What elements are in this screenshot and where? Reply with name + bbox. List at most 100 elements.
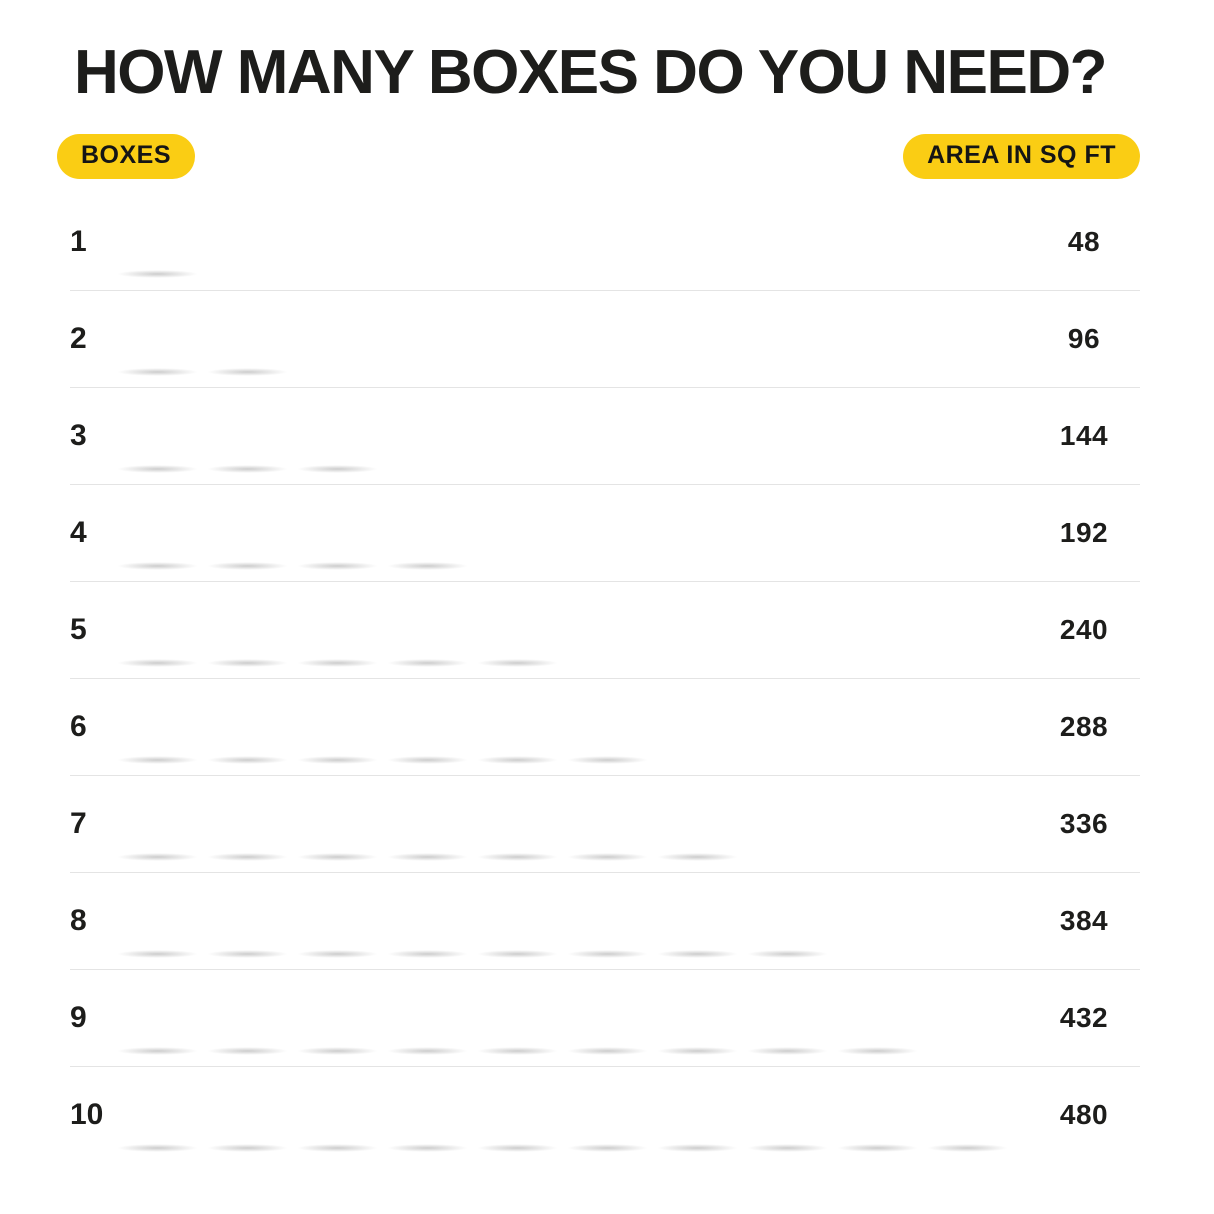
cardboard-box <box>204 405 291 473</box>
box-lid <box>566 890 650 904</box>
cardboard-box <box>744 1084 831 1152</box>
box-lid <box>116 1084 200 1098</box>
box-lid <box>386 502 470 516</box>
box-count-value: 5 <box>70 613 87 646</box>
cardboard-box <box>564 890 651 958</box>
box-count-value: 10 <box>70 1098 104 1131</box>
box-stack <box>114 793 1140 861</box>
box-row: 5 240 <box>70 581 1140 678</box>
cardboard-box <box>384 890 471 958</box>
cardboard-box <box>564 793 651 861</box>
box-stack <box>114 210 1140 278</box>
box-lid <box>386 890 470 904</box>
box-lid <box>656 890 740 904</box>
box-lid <box>746 890 830 904</box>
cardboard-box <box>114 890 201 958</box>
cardboard-box <box>114 1084 201 1152</box>
cardboard-box <box>204 987 291 1055</box>
box-lid <box>566 793 650 807</box>
box-lid <box>476 793 560 807</box>
cardboard-box <box>114 696 201 764</box>
box-lid <box>206 405 290 419</box>
cardboard-box <box>114 405 201 473</box>
box-lid <box>476 890 560 904</box>
area-sqft-value: 192 <box>1059 517 1109 548</box>
box-lid <box>116 793 200 807</box>
box-count-value: 8 <box>70 904 87 937</box>
box-stack <box>114 1084 1140 1152</box>
cardboard-box <box>564 987 651 1055</box>
box-count-value: 7 <box>70 807 87 840</box>
box-lid <box>386 599 470 613</box>
box-lid <box>386 793 470 807</box>
cardboard-box <box>294 696 381 764</box>
cardboard-box <box>474 696 561 764</box>
box-stack <box>114 502 1140 570</box>
box-row: 6 288 <box>70 678 1140 775</box>
box-lid <box>476 696 560 710</box>
cardboard-box <box>294 793 381 861</box>
cardboard-box <box>114 502 201 570</box>
cardboard-box <box>204 1084 291 1152</box>
box-row: 3 144 <box>70 387 1140 484</box>
box-lid <box>116 599 200 613</box>
cardboard-box <box>114 793 201 861</box>
cardboard-box <box>204 793 291 861</box>
cardboard-box <box>654 987 741 1055</box>
cardboard-box <box>384 696 471 764</box>
cardboard-box <box>114 599 201 667</box>
cardboard-box <box>204 890 291 958</box>
box-lid <box>206 987 290 1001</box>
cardboard-box <box>114 987 201 1055</box>
area-sqft-value: 144 <box>1059 420 1109 451</box>
box-lid <box>656 793 740 807</box>
box-lid <box>206 793 290 807</box>
box-lid <box>116 696 200 710</box>
box-row: 2 96 <box>70 290 1140 387</box>
box-lid <box>116 210 200 224</box>
box-lid <box>566 987 650 1001</box>
box-lid <box>386 987 470 1001</box>
box-count-value: 1 <box>70 224 87 258</box>
box-row: 9 432 <box>70 969 1140 1066</box>
box-lid <box>476 599 560 613</box>
cardboard-box <box>474 890 561 958</box>
cardboard-box <box>564 696 651 764</box>
box-lid <box>206 599 290 613</box>
box-row: 4 192 <box>70 484 1140 581</box>
cardboard-box <box>294 405 381 473</box>
cardboard-box <box>384 599 471 667</box>
box-count-value: 6 <box>70 710 87 743</box>
box-lid <box>206 502 290 516</box>
area-sqft-value: 48 <box>1067 225 1101 257</box>
box-lid <box>296 987 380 1001</box>
box-lid <box>836 1084 920 1098</box>
cardboard-box <box>564 1084 651 1152</box>
box-count-value: 2 <box>70 322 87 355</box>
area-sqft-value: 288 <box>1059 711 1109 742</box>
cardboard-box <box>384 502 471 570</box>
box-lid <box>926 1084 1010 1098</box>
legend-row: BOXES AREA IN SQ FT <box>57 134 1140 179</box>
cardboard-box <box>924 1084 1011 1152</box>
area-badge: AREA IN SQ FT <box>903 134 1140 179</box>
area-sqft-value: 384 <box>1059 905 1109 936</box>
cardboard-box <box>384 987 471 1055</box>
box-lid <box>476 987 560 1001</box>
area-sqft-value: 336 <box>1059 808 1109 839</box>
box-stack <box>114 405 1140 473</box>
cardboard-box <box>474 987 561 1055</box>
box-stack <box>114 696 1140 764</box>
box-row: 1 48 <box>70 193 1140 290</box>
cardboard-box <box>204 696 291 764</box>
box-lid <box>836 987 920 1001</box>
cardboard-box <box>204 308 291 376</box>
cardboard-box <box>384 1084 471 1152</box>
box-lid <box>116 987 200 1001</box>
box-lid <box>386 696 470 710</box>
cardboard-box <box>294 1084 381 1152</box>
box-lid <box>746 987 830 1001</box>
area-sqft-value: 432 <box>1059 1002 1109 1033</box>
box-row: 8 384 <box>70 872 1140 969</box>
cardboard-box <box>114 308 201 376</box>
